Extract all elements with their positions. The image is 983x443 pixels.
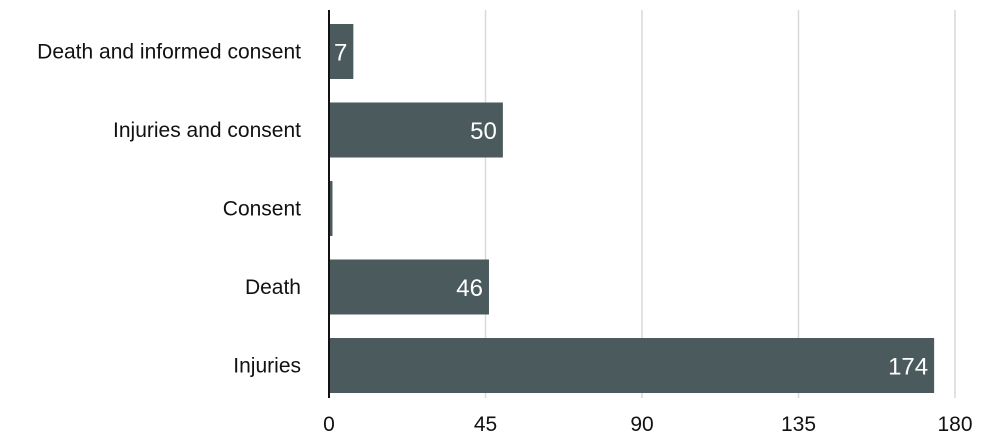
gridlines <box>484 10 956 398</box>
x-tick-label: 0 <box>323 413 335 436</box>
bar <box>329 181 333 236</box>
data-label: 174 <box>888 354 928 381</box>
bar <box>329 259 489 315</box>
category-label: Death <box>245 276 301 299</box>
labels: 0 45 90 135 180 Death and informed consent 7 In… <box>37 40 972 437</box>
data-label: 46 <box>456 275 483 302</box>
bar <box>329 24 354 79</box>
x-tick-label: 45 <box>474 413 497 436</box>
data-label: 7 <box>334 40 347 67</box>
bar <box>329 338 935 393</box>
data-label: 50 <box>470 118 497 145</box>
category-label: Death and informed consent <box>37 41 301 64</box>
x-tick-label: 135 <box>781 413 816 436</box>
category-label: Injuries <box>233 355 301 378</box>
x-tick-label: 90 <box>630 413 653 436</box>
x-tick-label: 180 <box>937 413 972 436</box>
category-label: Consent <box>223 198 301 221</box>
category-label: Injuries and consent <box>113 119 301 142</box>
bars <box>329 24 935 393</box>
bar <box>329 102 503 158</box>
